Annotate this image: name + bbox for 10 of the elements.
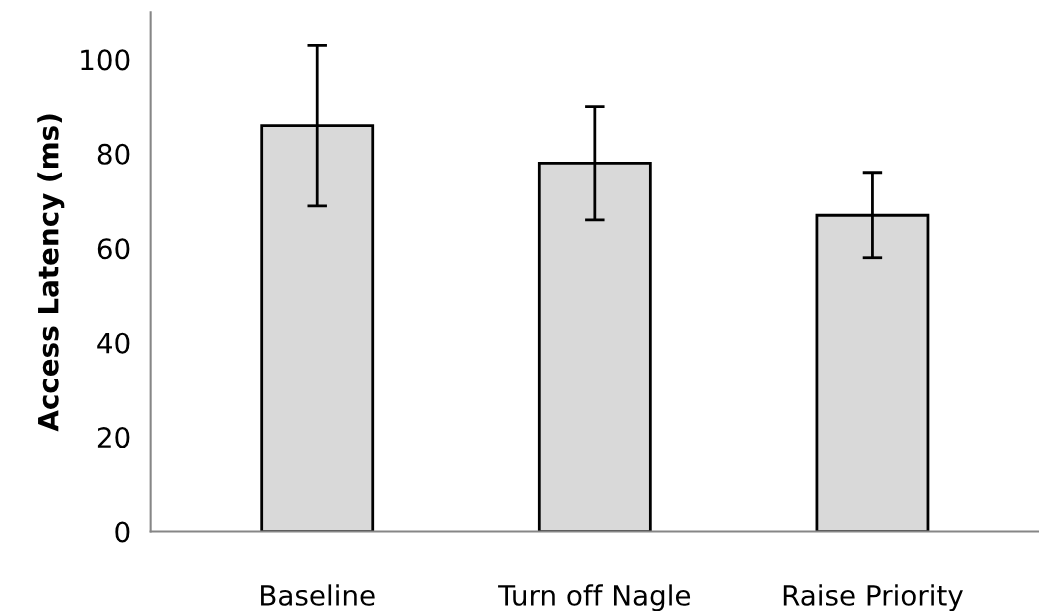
x-tick-label: Turn off Nagle: [498, 584, 691, 611]
y-tick-label: 100: [81, 49, 130, 71]
y-tick-label: 60: [97, 238, 130, 260]
x-tick-label: Baseline: [261, 584, 375, 606]
y-axis-title: Access Latency (ms): [37, 114, 65, 432]
y-tick-label: 0: [115, 521, 130, 543]
y-tick-label: 80: [97, 143, 130, 165]
y-tick-label: 20: [97, 427, 130, 449]
x-tick-label: Raise Priority: [783, 584, 963, 611]
y-tick-label: 40: [97, 332, 130, 354]
